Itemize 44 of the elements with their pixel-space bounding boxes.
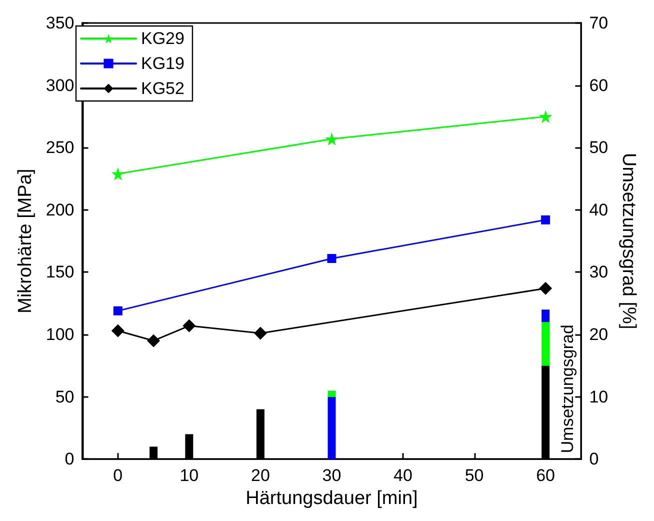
x-tick-label: 30 (322, 466, 342, 486)
y-tick-label: 250 (46, 138, 74, 158)
legend-label: KG29 (141, 29, 184, 48)
y2-tick-label: 40 (589, 200, 608, 220)
y-tick-label: 200 (46, 200, 74, 220)
y2-tick-label: 50 (589, 138, 608, 158)
bar (542, 310, 550, 322)
y-axis-title: Mikrohärte [MPa] (15, 168, 36, 314)
legend-label: KG52 (141, 79, 184, 98)
y-tick-label: 50 (55, 387, 74, 406)
y-tick-label: 300 (46, 76, 74, 95)
point (182, 319, 196, 332)
x-tick-label: 40 (394, 466, 412, 486)
y2-tick-label: 70 (589, 14, 608, 32)
annotation: Umsetzungsgrad (558, 324, 578, 454)
y-tick-label: 150 (46, 262, 74, 282)
y2-axis-title: Umsetzungsgrad [%] (618, 152, 639, 330)
bar (542, 322, 550, 366)
point (111, 324, 124, 338)
x-tick-label: 60 (536, 466, 556, 486)
x-tick-label: 10 (180, 466, 199, 486)
y-tick-label: 0 (64, 450, 74, 469)
x-tick-label: 20 (250, 466, 270, 486)
point (111, 167, 124, 180)
point (113, 306, 122, 316)
x-axis-title: Härtungsdauer [min] (246, 488, 418, 509)
point (539, 110, 552, 123)
point (325, 132, 338, 146)
y-tick-label: 350 (46, 14, 74, 32)
x-tick-label: 0 (113, 466, 123, 486)
point (147, 334, 160, 348)
point (539, 282, 552, 295)
y2-tick-label: 10 (589, 387, 608, 406)
y2-tick-label: 20 (589, 325, 608, 344)
point (327, 254, 336, 263)
y-tick-label: 100 (46, 325, 74, 344)
y2-tick-label: 60 (589, 76, 608, 95)
y2-tick-label: 0 (589, 450, 599, 469)
x-tick-label: 50 (464, 466, 484, 486)
point (541, 215, 550, 224)
bar (328, 390, 336, 397)
legend-label: KG19 (141, 54, 184, 73)
y2-tick-label: 30 (589, 262, 608, 282)
point (254, 326, 267, 340)
